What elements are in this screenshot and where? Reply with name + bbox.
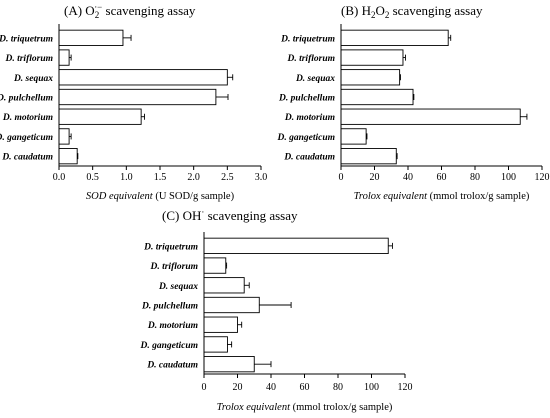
x-tick-label: 2.0	[187, 172, 200, 183]
category-label: D. caudatum	[146, 361, 198, 371]
x-tick-label: 100	[364, 382, 379, 393]
x-axis-label: SOD equivalent (U SOD/g sample)	[86, 191, 235, 202]
bar	[203, 336, 228, 353]
bar	[58, 49, 70, 66]
x-tick-label: 40	[403, 172, 413, 183]
bar	[340, 108, 521, 125]
category-label: D. pulchellum	[278, 94, 335, 104]
bar	[203, 237, 389, 254]
category-label: D. caudatum	[1, 153, 53, 163]
category-label: D. motorium	[147, 321, 198, 331]
category-label: D. pulchellum	[0, 94, 53, 104]
chart-panel-1: (B) H2O2 scavenging assay D. triquetrum D.…	[276, 3, 549, 202]
x-tick-label: 120	[535, 172, 550, 183]
x-tick-label: 0	[339, 172, 344, 183]
x-tick-label: 20	[370, 172, 380, 183]
bar	[203, 257, 227, 274]
category-label: D. triquetrum	[143, 242, 198, 252]
bar	[340, 148, 397, 165]
category-label: D. sequax	[295, 74, 335, 84]
category-label: D. triflorum	[286, 54, 335, 64]
category-label: D. triquetrum	[0, 34, 53, 44]
chart-title: (A) O2·− scavenging assay	[64, 2, 196, 20]
x-tick-label: 120	[398, 382, 413, 393]
category-label: D. caudatum	[283, 153, 335, 163]
x-tick-label: 0	[202, 382, 207, 393]
bar	[203, 356, 255, 373]
bar	[203, 296, 260, 314]
bar	[340, 29, 449, 46]
bar	[58, 88, 217, 106]
category-label: D. sequax	[158, 282, 198, 292]
x-tick-label: 80	[470, 172, 480, 183]
x-tick-label: 100	[501, 172, 516, 183]
x-tick-label: 40	[266, 382, 276, 393]
x-tick-label: 2.5	[221, 172, 234, 183]
x-axis-label: Trolox equivalent (mmol trolox/g sample)	[354, 191, 530, 202]
category-label: D. pulchellum	[141, 302, 198, 312]
chart-panel-2: (C) OH· scavenging assay D. triquetrum D. …	[139, 207, 412, 413]
bar	[203, 277, 245, 294]
bar	[340, 69, 401, 86]
x-tick-label: 1.0	[120, 172, 133, 183]
bar	[340, 128, 367, 145]
x-tick-label: 60	[300, 382, 310, 393]
x-tick-label: 80	[333, 382, 343, 393]
x-tick-label: 20	[233, 382, 243, 393]
category-label: D. triflorum	[149, 262, 198, 272]
category-label: D. gangeticum	[276, 133, 335, 143]
bar	[58, 69, 228, 86]
bar	[340, 88, 414, 106]
chart-title: (B) H2O2 scavenging assay	[341, 3, 483, 20]
x-tick-label: 0.5	[86, 172, 99, 183]
bar	[58, 148, 78, 165]
bar	[340, 49, 404, 66]
category-label: D. gangeticum	[0, 133, 53, 143]
chart-title: (C) OH· scavenging assay	[162, 207, 298, 223]
x-tick-label: 60	[437, 172, 447, 183]
bar	[58, 29, 124, 46]
bar	[58, 128, 70, 145]
category-label: D. motorium	[284, 113, 335, 123]
x-tick-label: 3.0	[255, 172, 268, 183]
category-label: D. sequax	[13, 74, 53, 84]
category-label: D. gangeticum	[139, 341, 198, 351]
category-label: D. motorium	[2, 113, 53, 123]
chart-panel-0: (A) O2·− scavenging assay D. triquetrum D.…	[0, 2, 267, 202]
x-axis-label: Trolox equivalent (mmol trolox/g sample)	[217, 402, 393, 413]
x-tick-label: 0.0	[53, 172, 66, 183]
bar	[203, 316, 238, 333]
bar	[58, 108, 142, 125]
category-label: D. triquetrum	[280, 34, 335, 44]
category-label: D. triflorum	[4, 54, 53, 64]
x-tick-label: 1.5	[154, 172, 167, 183]
